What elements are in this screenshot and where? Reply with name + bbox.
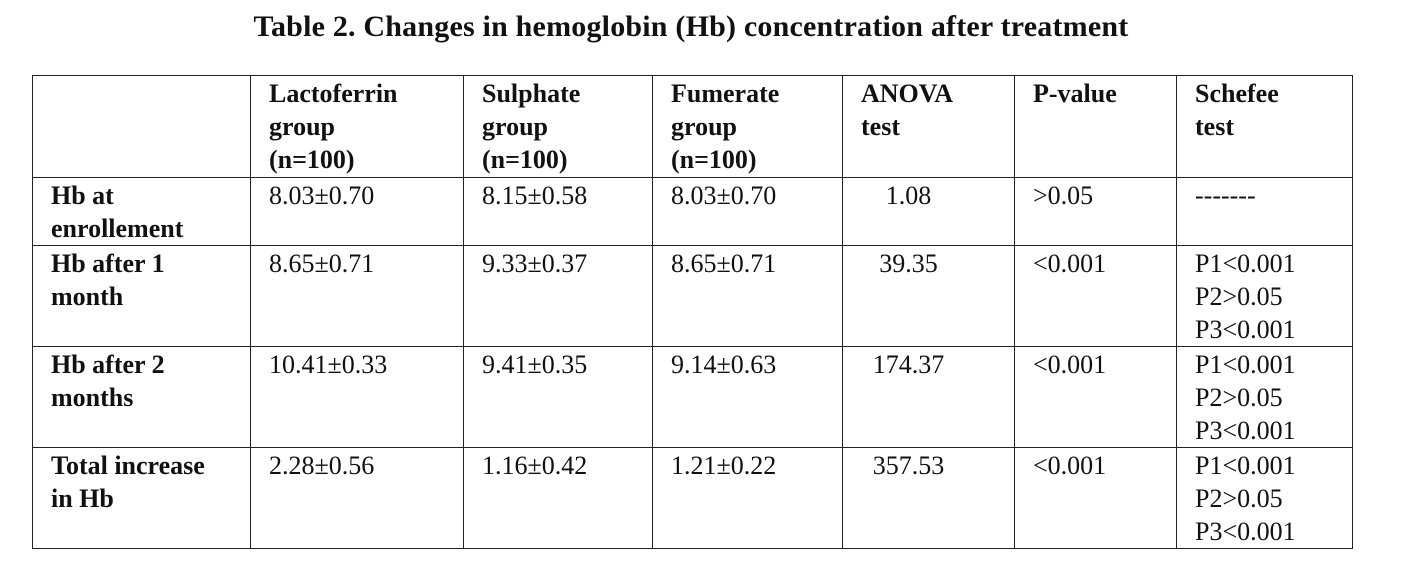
cell-fumerate: 9.14±0.63 [652,346,843,448]
cell-sulphate: 1.16±0.42 [463,447,653,549]
header-schefee: Schefee test [1176,75,1353,178]
cell-sulphate: 8.15±0.58 [463,177,653,246]
cell-sulphate: 9.41±0.35 [463,346,653,448]
header-lactoferrin: Lactoferrin group (n=100) [250,75,464,178]
table-row: Total increase in Hb 2.28±0.56 1.16±0.42… [32,447,1353,549]
table-caption: Table 2. Changes in hemoglobin (Hb) conc… [253,10,1129,43]
cell-lactoferrin: 2.28±0.56 [250,447,464,549]
cell-anova: 39.35 [842,245,1015,347]
cell-pvalue: <0.001 [1014,447,1177,549]
cell-pvalue: >0.05 [1014,177,1177,246]
cell-fumerate: 1.21±0.22 [652,447,843,549]
cell-anova: 174.37 [842,346,1015,448]
cell-schefee: P1<0.001 P2>0.05 P3<0.001 [1176,447,1353,549]
table-row: Hb after 1 month 8.65±0.71 9.33±0.37 8.6… [32,245,1353,347]
cell-lactoferrin: 8.03±0.70 [250,177,464,246]
cell-pvalue: <0.001 [1014,245,1177,347]
header-empty [32,75,251,178]
header-sulphate: Sulphate group (n=100) [463,75,653,178]
cell-schefee: P1<0.001 P2>0.05 P3<0.001 [1176,346,1353,448]
cell-schefee: P1<0.001 P2>0.05 P3<0.001 [1176,245,1353,347]
cell-lactoferrin: 8.65±0.71 [250,245,464,347]
row-label: Hb at enrollement [32,177,251,246]
cell-sulphate: 9.33±0.37 [463,245,653,347]
cell-anova: 1.08 [842,177,1015,246]
cell-fumerate: 8.65±0.71 [652,245,843,347]
row-label: Hb after 1 month [32,245,251,347]
table-row: Hb after 2 months 10.41±0.33 9.41±0.35 9… [32,346,1353,448]
cell-lactoferrin: 10.41±0.33 [250,346,464,448]
cell-fumerate: 8.03±0.70 [652,177,843,246]
row-label: Hb after 2 months [32,346,251,448]
header-fumerate: Fumerate group (n=100) [652,75,843,178]
cell-schefee: ------- [1176,177,1353,246]
cell-anova: 357.53 [842,447,1015,549]
cell-pvalue: <0.001 [1014,346,1177,448]
hemoglobin-table: Lactoferrin group (n=100) Sulphate group… [32,75,1353,549]
table-header-row: Lactoferrin group (n=100) Sulphate group… [32,75,1353,178]
table-row: Hb at enrollement 8.03±0.70 8.15±0.58 8.… [32,177,1353,246]
header-anova: ANOVA test [842,75,1015,178]
header-pvalue: P-value [1014,75,1177,178]
row-label: Total increase in Hb [32,447,251,549]
